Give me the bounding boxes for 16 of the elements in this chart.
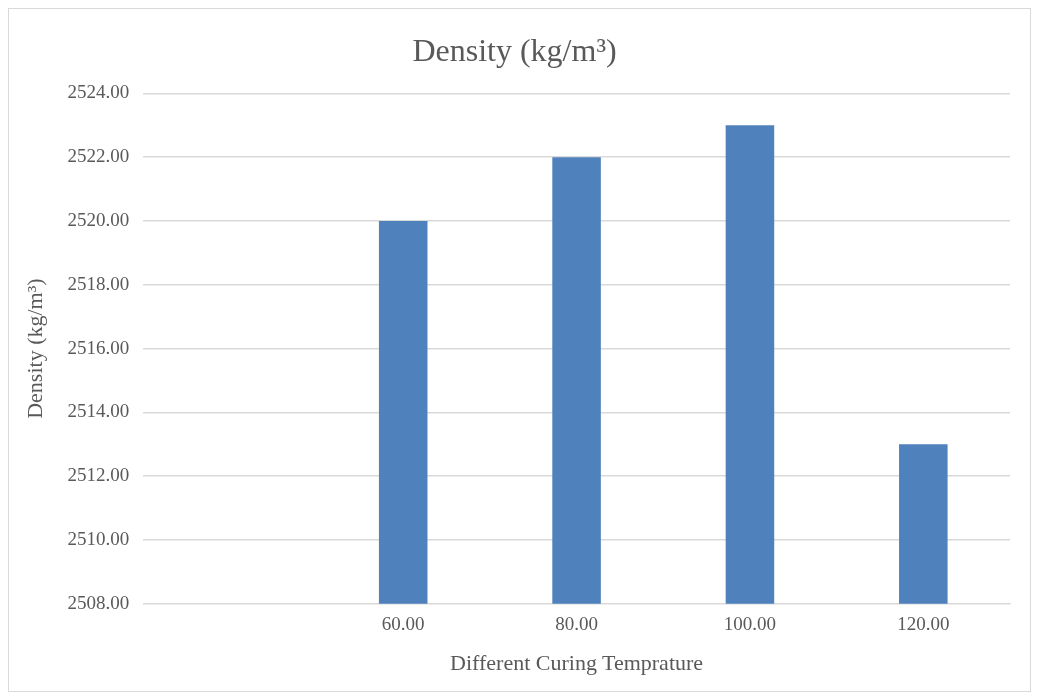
y-tick-label: 2510.00 [67, 527, 130, 549]
y-axis-title: Density (kg/m³) [21, 278, 47, 419]
x-tick-label: 80.00 [555, 613, 598, 635]
x-tick-label: 100.00 [723, 613, 777, 635]
y-tick-label: 2516.00 [67, 336, 130, 358]
x-tick-label: 60.00 [381, 613, 425, 635]
y-tick-label: 2520.00 [67, 208, 130, 230]
y-tick-label: 2518.00 [67, 272, 130, 294]
x-axis-title: Different Curing Temprature [450, 649, 704, 675]
y-tick-label: 2522.00 [67, 145, 130, 167]
y-tick-label: 2512.00 [67, 464, 130, 486]
chart-title: Density (kg/m³) [412, 31, 617, 68]
x-tick-label: 120.00 [897, 613, 950, 635]
y-tick-label: 2524.00 [67, 81, 130, 103]
y-tick-label: 2514.00 [67, 400, 130, 422]
y-tick-label: 2508.00 [67, 591, 130, 613]
